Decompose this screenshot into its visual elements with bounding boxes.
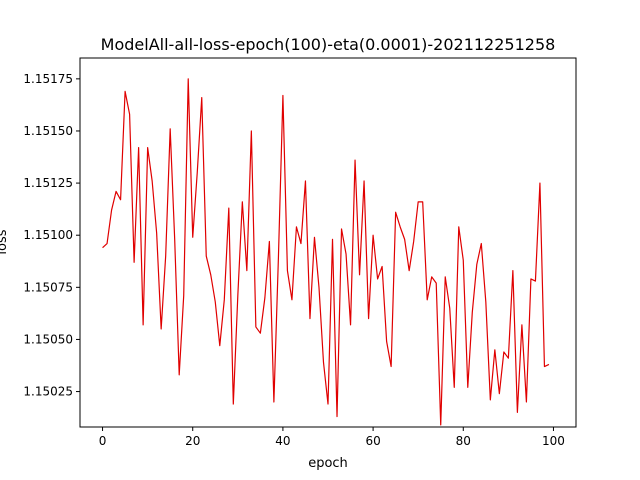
y-tick-label: 1.15150 xyxy=(23,124,73,138)
y-tick-label: 1.15100 xyxy=(23,228,73,242)
y-tick-label: 1.15075 xyxy=(23,280,73,294)
chart-title: ModelAll-all-loss-epoch(100)-eta(0.0001)… xyxy=(101,35,556,54)
x-tick-label: 40 xyxy=(275,434,290,448)
y-tick-label: 1.15050 xyxy=(23,332,73,346)
y-tick-label: 1.15025 xyxy=(23,385,73,399)
y-tick-label: 1.15125 xyxy=(23,176,73,190)
x-tick-label: 0 xyxy=(99,434,107,448)
x-tick-label: 100 xyxy=(542,434,565,448)
y-tick-label: 1.15175 xyxy=(23,72,73,86)
y-axis-label: loss xyxy=(0,229,10,254)
x-tick-label: 20 xyxy=(185,434,200,448)
x-tick-label: 80 xyxy=(456,434,471,448)
loss-series-line xyxy=(102,78,550,426)
x-axis-label: epoch xyxy=(308,456,348,471)
x-tick-label: 60 xyxy=(365,434,380,448)
plot-frame xyxy=(79,57,577,428)
